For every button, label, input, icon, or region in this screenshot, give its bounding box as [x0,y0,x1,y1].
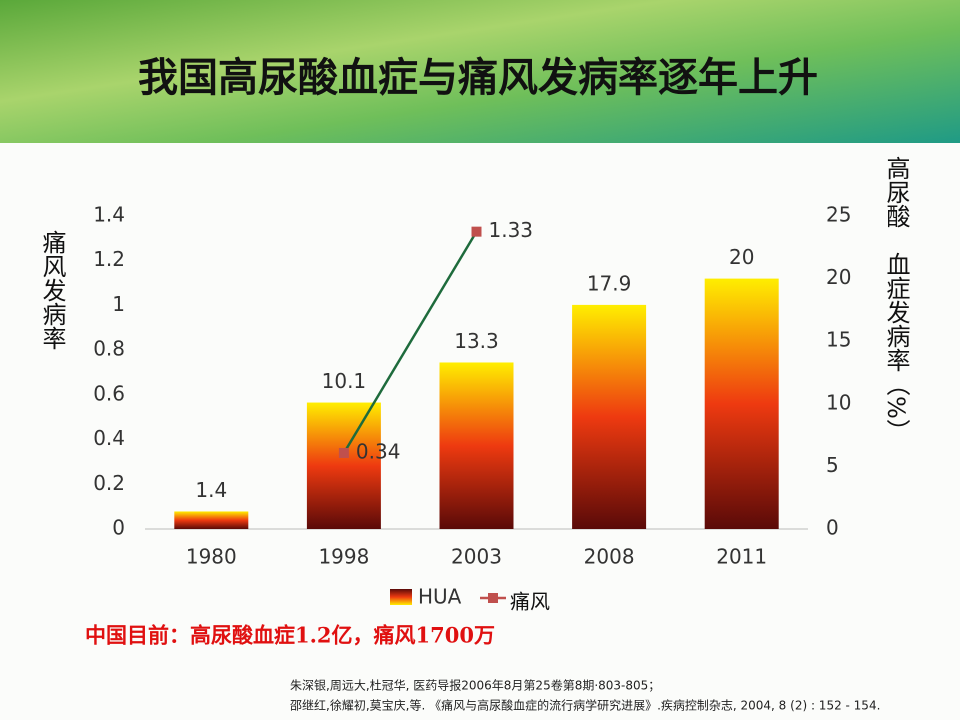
data-label: 20 [729,245,754,269]
note: 中国目前：高尿酸血症1.2亿，痛风1700万 [85,623,495,648]
legend-swatch [390,589,412,605]
data-label: 13.3 [454,329,499,353]
x-tick-label: 2003 [451,545,502,569]
bar [572,304,647,529]
x-tick-label: 1998 [318,545,369,569]
bar [704,278,779,529]
y2-tick-label: 15 [826,328,851,352]
bar [174,511,249,529]
y2-tick-label: 20 [826,265,851,289]
y2-axis-title: 高尿酸 血症发病率（%） [882,156,910,443]
chart-title: 我国高尿酸血症与痛风发病率逐年上升 [138,55,818,101]
y2-tick-label: 10 [826,390,851,414]
y2-tick-label: 25 [826,203,851,227]
line-marker [471,226,482,237]
reference: 邵继红,徐耀初,莫宝庆,等. 《痛风与高尿酸血症的流行病学研究进展》.疾病控制杂… [290,698,880,713]
line [342,231,478,454]
line-marker [338,447,349,458]
x-tick-label: 2011 [716,545,767,569]
y-tick-label: 1.2 [93,247,125,271]
y-tick-label: 1 [112,292,125,316]
y2-tick-label: 0 [826,516,839,540]
legend-label: 痛风 [510,590,550,614]
legend-label: HUA [418,585,462,609]
legend-swatch [488,593,498,603]
y-tick-label: 0.4 [93,426,125,450]
bar [439,362,514,529]
x-tick-label: 2008 [584,545,635,569]
data-label: 10.1 [322,369,367,393]
reference: 朱深银,周远大,杜冠华, 医药导报2006年8月第25卷第8期·803-805； [290,678,660,693]
y-tick-label: 0 [112,516,125,540]
header-bg [0,0,960,145]
y-tick-label: 1.4 [93,203,125,227]
data-label: 0.34 [356,439,401,463]
y-tick-label: 0.8 [93,337,125,361]
y-tick-label: 0.6 [93,381,125,405]
y-axis-title: 痛风发病率 [38,230,66,350]
x-tick-label: 1980 [186,545,237,569]
y2-tick-label: 5 [826,453,839,477]
data-label: 1.33 [489,218,534,242]
data-label: 17.9 [587,271,632,295]
data-label: 1.4 [195,478,227,502]
bar [306,402,381,529]
y-tick-label: 0.2 [93,471,125,495]
